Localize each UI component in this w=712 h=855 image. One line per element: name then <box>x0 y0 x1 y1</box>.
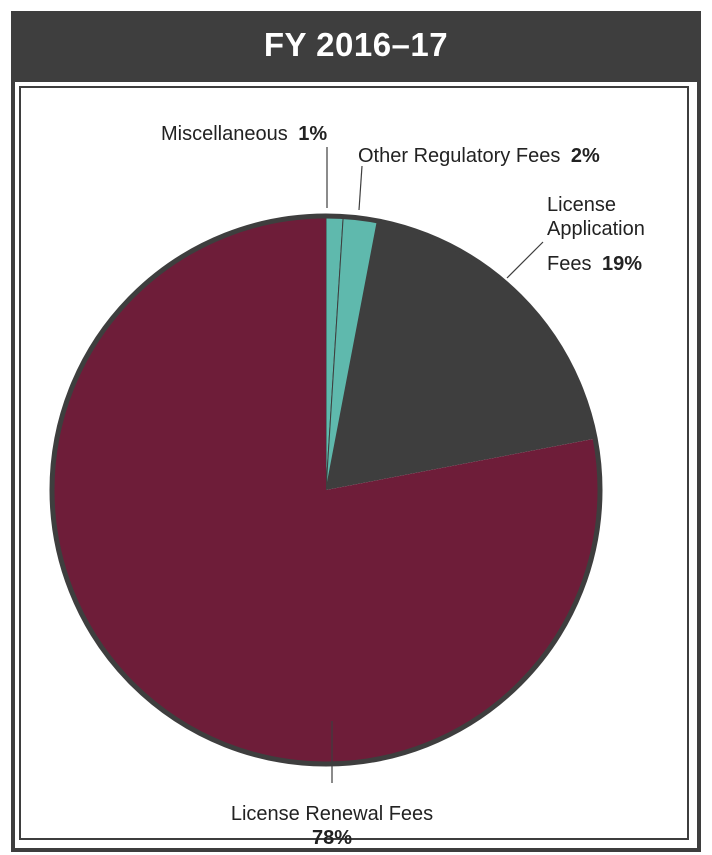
label-license-application-percent: 19% <box>602 253 642 275</box>
chart-title: FY 2016–17 <box>263 25 449 63</box>
label-license-application-text3: Fees <box>547 253 591 275</box>
label-license-application-line1: License <box>547 194 616 216</box>
label-other-regulatory-fees-name: Other Regulatory Fees <box>358 145 560 167</box>
chart-inner-border <box>19 86 689 840</box>
pie-slice-license-renewal-fees <box>52 216 601 765</box>
label-other-regulatory-fees: Other Regulatory Fees 2% <box>358 145 600 167</box>
label-license-renewal-fees: License Renewal Fees <box>231 803 433 825</box>
title-bar: FY 2016–17 <box>11 11 701 78</box>
pie-slice-license-application-fees <box>326 220 596 491</box>
label-miscellaneous-percent: 1% <box>298 123 327 145</box>
label-license-renewal-fees-percent: 78% <box>312 827 352 848</box>
label-license-application-line3: Fees 19% <box>547 253 642 275</box>
pie-slices <box>52 215 601 765</box>
label-license-renewal-fees-name: License Renewal Fees <box>231 803 433 825</box>
label-license-application-text2: Application <box>547 218 645 240</box>
label-license-renewal-fees-percent-text: 78% <box>312 827 352 848</box>
leader-line-license-application-fees <box>506 241 544 279</box>
chart-panel: Miscellaneous 1% Other Regulatory Fees 2… <box>15 82 697 848</box>
label-other-regulatory-fees-percent: 2% <box>571 145 600 167</box>
label-miscellaneous-name: Miscellaneous <box>161 123 288 145</box>
label-license-application-line2: Application <box>547 218 645 240</box>
label-miscellaneous: Miscellaneous 1% <box>161 123 327 145</box>
pie-chart: Miscellaneous 1% Other Regulatory Fees 2… <box>49 123 645 848</box>
label-license-application-text1: License <box>547 194 616 216</box>
chart-frame: FY 2016–17 Miscellaneous 1% Other Regula… <box>11 11 701 852</box>
leader-line-other-regulatory-fees <box>358 165 363 211</box>
pie-outline <box>49 213 603 767</box>
